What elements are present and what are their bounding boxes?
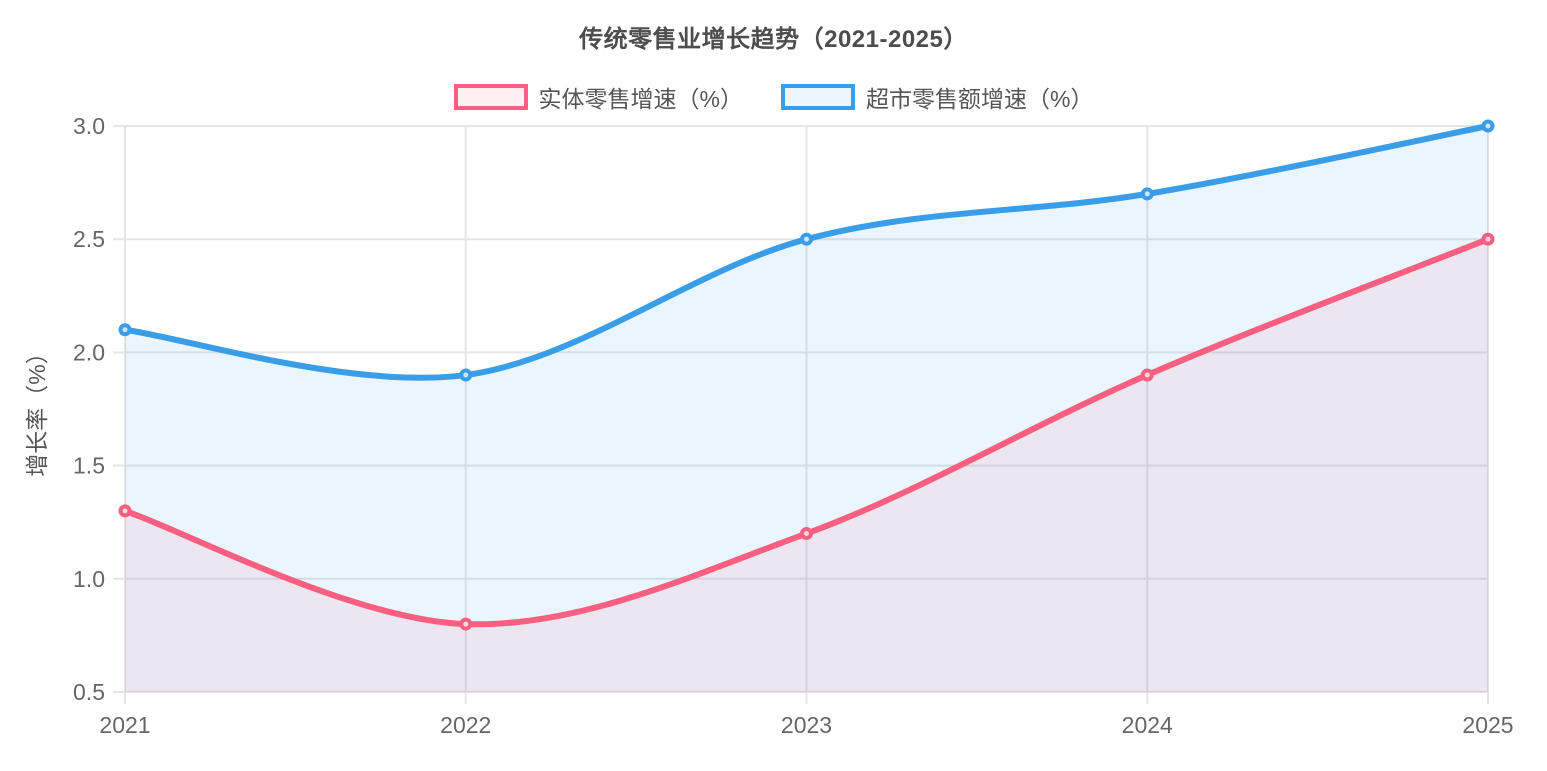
data-point-physical-retail[interactable] [118,504,132,518]
x-axis-label: 2023 [781,712,832,738]
x-axis-label: 2024 [1122,712,1173,738]
data-point-supermarket-retail[interactable] [118,323,132,337]
y-axis-tick-label: 2.5 [73,226,105,252]
legend-item-physical-retail[interactable]: 实体零售增速（%） [453,80,743,114]
data-point-physical-retail[interactable] [459,617,473,631]
x-axis-label: 2022 [440,712,491,738]
x-axis-label: 2025 [1462,712,1513,738]
y-axis-title: 增长率（%） [24,341,50,476]
y-axis-tick-label: 2.0 [73,339,105,365]
y-axis-tick-label: 0.5 [73,679,105,705]
legend-label-supermarket-retail: 超市零售额增速（%） [866,86,1094,112]
data-point-physical-retail[interactable] [800,527,813,541]
x-axis-label: 2021 [99,712,150,738]
data-point-supermarket-retail[interactable] [459,368,473,382]
area-fill-physical-retail [125,239,1488,692]
y-axis-tick-label: 3.0 [73,113,105,139]
data-point-physical-retail[interactable] [1481,232,1495,246]
legend-swatch-pink [453,84,528,110]
data-point-supermarket-retail[interactable] [1140,187,1154,201]
area-fill-supermarket-retail [125,126,1488,692]
data-point-supermarket-retail[interactable] [800,232,813,246]
data-point-physical-retail[interactable] [1140,368,1154,382]
chart-title: 传统零售业增长趋势（2021-2025） [579,26,968,53]
legend-item-supermarket-retail[interactable]: 超市零售额增速（%） [781,80,1093,114]
legend-swatch-blue [781,84,855,110]
y-axis-tick-label: 1.5 [73,453,105,479]
legend-label-physical-retail: 实体零售增速（%） [538,86,743,112]
data-point-supermarket-retail[interactable] [1481,119,1495,133]
y-axis-tick-label: 1.0 [73,566,105,592]
chart-legend: 实体零售增速（%） 超市零售额增速（%） [0,80,1547,114]
